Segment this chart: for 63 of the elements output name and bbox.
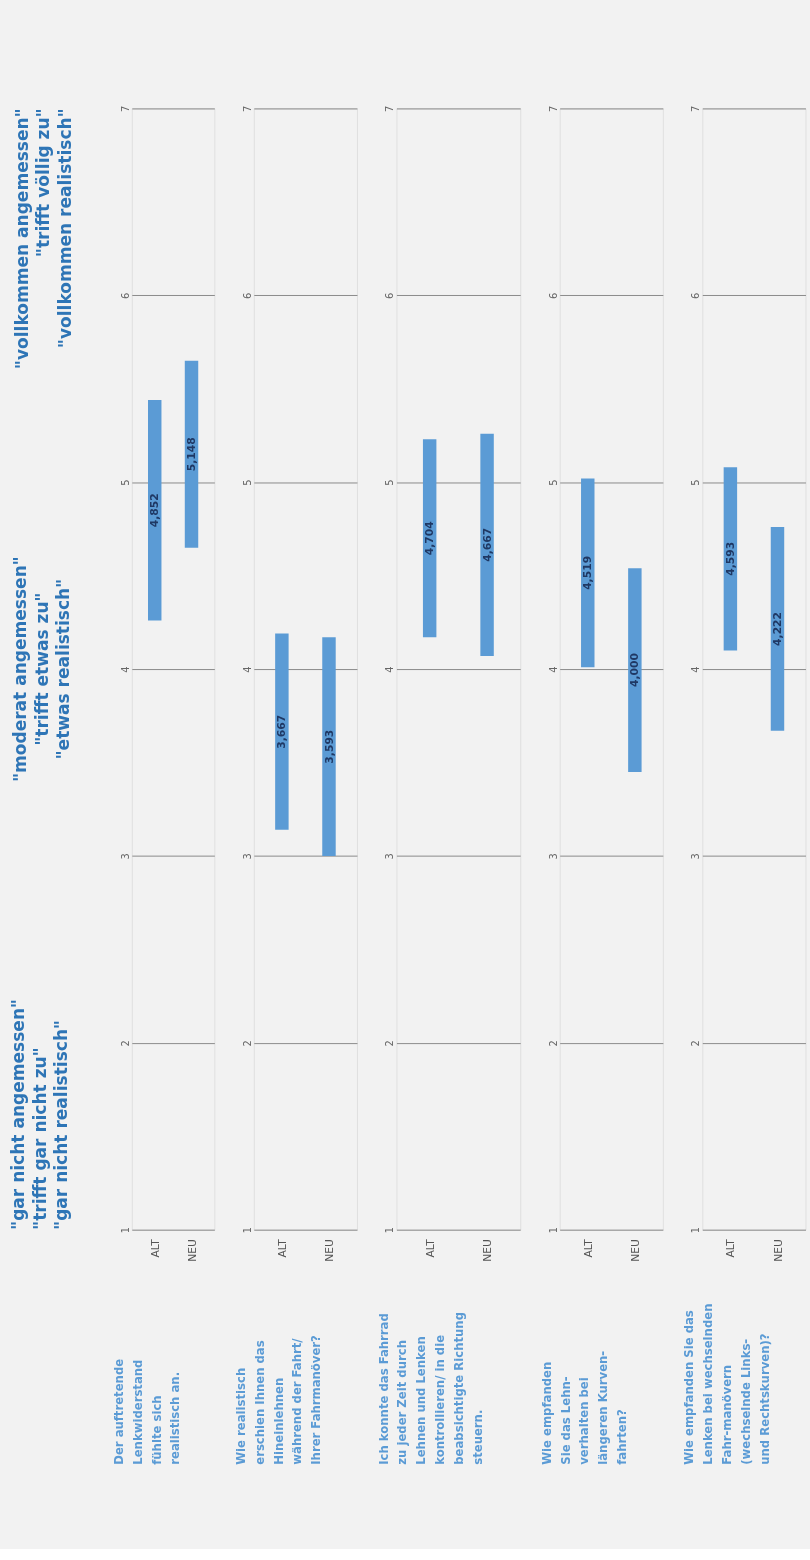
x-tick-label: ALT (275, 1238, 289, 1258)
x-tick-label: ALT (724, 1238, 738, 1258)
y-tick-label: 2 (384, 1040, 396, 1047)
text: Der auftretende Lenkwiderstand fühlte sich realistisch an. (111, 1358, 183, 1465)
y-tick-label: 6 (119, 292, 131, 299)
annotation: 5,148 (185, 437, 199, 472)
y-tick-label: 7 (384, 105, 396, 113)
y-tick-label: 4 (690, 666, 702, 673)
y-tick-label: 6 (241, 292, 253, 299)
y-tick-label: 4 (384, 666, 396, 673)
annotation: 4,852 (148, 493, 162, 528)
y-tick-label: 1 (119, 1227, 131, 1234)
x-tick-label: ALT (148, 1238, 162, 1258)
y-tick-label: 2 (119, 1040, 131, 1047)
y-tick-label: 5 (690, 479, 702, 486)
y-tick-label: 5 (384, 479, 396, 486)
y-tick-label: 3 (119, 853, 131, 860)
x-tick-label: NEU (771, 1239, 785, 1262)
y-tick-label: 6 (690, 292, 702, 299)
text: Wie realistisch erschien Ihnen das Hineinlehnen während der Fahrt/ Ihrer Fahrmanöver? (233, 1335, 324, 1465)
y-tick-label: 3 (690, 853, 702, 860)
y-tick-label: 7 (547, 105, 559, 113)
y-tick-label: 3 (241, 853, 253, 860)
y-tick-label: 1 (384, 1227, 396, 1234)
text: Ich konnte das Fahrrad zu jeder Zeit durch Lehnen und Lenken kontrollieren/ in die beabsichtigte Richtung steuern. (376, 1312, 485, 1465)
x-tick-label: NEU (185, 1239, 199, 1262)
y-tick-label: 3 (384, 853, 396, 860)
y-tick-label: 6 (384, 292, 396, 299)
y-tick-label: 5 (119, 479, 131, 486)
x-tick-label: NEU (481, 1239, 495, 1262)
y-tick-label: 7 (690, 105, 702, 113)
annotation: 4,593 (723, 541, 737, 576)
annotation: 4,222 (771, 611, 785, 646)
y-tick-label: 3 (547, 853, 559, 860)
y-tick-label: 4 (119, 666, 131, 673)
y-tick-label: 5 (241, 479, 253, 486)
text: Wie empfanden Sie das Lehn- verhalten bei längeren Kurven- fahrten? (539, 1350, 630, 1465)
y-tick-label: 5 (547, 479, 559, 486)
y-tick-label: 7 (119, 105, 131, 113)
text: "gar nicht angemessen" "trifft gar nicht zu" "gar nicht realistisch" (8, 999, 72, 1230)
y-tick-label: 1 (547, 1227, 559, 1234)
y-tick-label: 2 (547, 1040, 559, 1047)
y-tick-label: 7 (241, 105, 253, 113)
x-tick-label: NEU (323, 1239, 337, 1262)
y-tick-label: 4 (241, 666, 253, 673)
text: Wie empfanden Sie das Lenken bei wechselnden Fahr-manövern (wechselnde Links- und Rechtskurven)? (682, 1303, 772, 1465)
y-tick-label: 2 (690, 1040, 702, 1047)
y-tick-label: 6 (547, 292, 559, 299)
text: "vollkommen angemessen" "trifft völlig zu" "vollkommen realistisch" (11, 108, 75, 369)
y-tick-label: 4 (547, 666, 559, 673)
x-tick-label: NEU (628, 1239, 642, 1262)
annotation: 4,519 (581, 555, 595, 590)
text: "moderat angemessen" "trifft etwas zu" "etwas realistisch" (10, 556, 74, 782)
y-tick-label: 1 (690, 1227, 702, 1234)
annotation: 4,667 (480, 527, 494, 562)
x-tick-label: ALT (423, 1238, 437, 1258)
x-tick-label: ALT (581, 1238, 595, 1258)
annotation: 3,667 (275, 714, 289, 749)
y-tick-label: 1 (241, 1227, 253, 1234)
annotation: 4,704 (423, 521, 437, 556)
y-tick-label: 2 (241, 1040, 253, 1047)
annotation: 4,000 (628, 653, 642, 688)
annotation: 3,593 (322, 729, 336, 764)
